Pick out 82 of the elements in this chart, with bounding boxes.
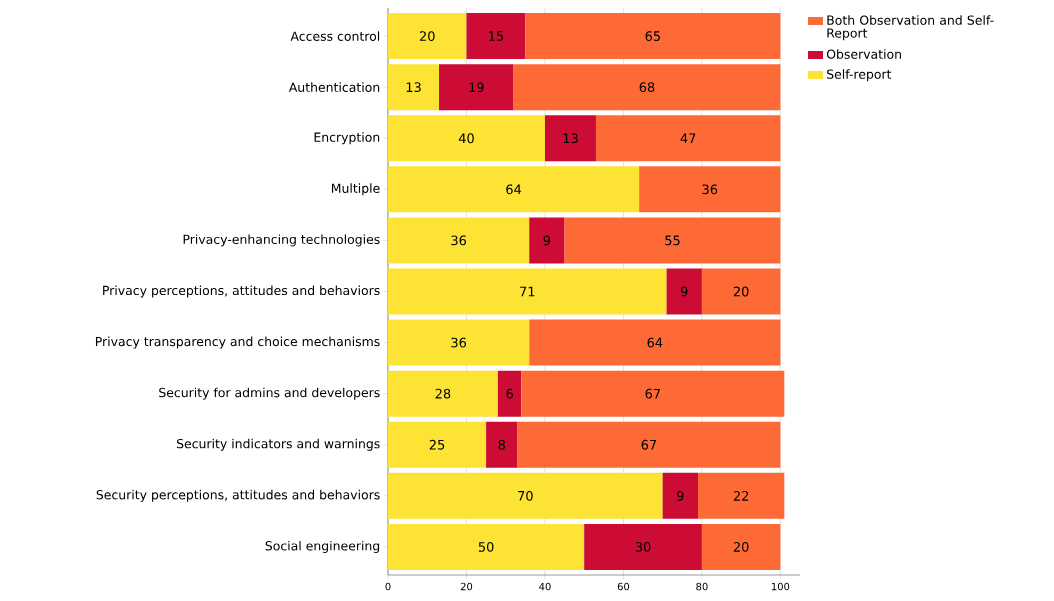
bar xyxy=(466,13,526,60)
bar xyxy=(639,166,781,213)
bar xyxy=(486,421,518,468)
bar xyxy=(595,115,781,162)
data-label: 9 xyxy=(543,235,551,246)
data-label: 13 xyxy=(406,82,421,93)
x-tick-label: 100 xyxy=(771,582,790,591)
legend-label: Both Observation and Self-Report xyxy=(827,15,994,41)
bar xyxy=(525,13,781,60)
y-tick-label: Security for admins and developers xyxy=(159,387,380,400)
data-label: 28 xyxy=(435,388,451,399)
data-label: 67 xyxy=(645,388,660,399)
y-tick-label: Authentication xyxy=(288,82,380,92)
y-tick-label: Privacy transparency and choice mechanisms xyxy=(95,336,380,349)
data-label: 40 xyxy=(458,133,474,144)
bar xyxy=(701,268,781,315)
data-label: 19 xyxy=(469,82,484,93)
data-label: 30 xyxy=(635,542,651,552)
bar xyxy=(388,64,440,111)
data-label: 6 xyxy=(506,388,513,399)
bar xyxy=(529,217,565,264)
data-label: 13 xyxy=(563,133,578,144)
bar xyxy=(388,217,530,264)
bar xyxy=(584,523,702,570)
data-label: 36 xyxy=(702,184,718,195)
y-tick-label: Privacy perceptions, attitudes and behaviors xyxy=(103,285,380,298)
data-label: 64 xyxy=(647,337,663,348)
data-label: 20 xyxy=(733,286,749,297)
bar xyxy=(701,523,781,570)
data-label: 71 xyxy=(520,286,535,297)
bar xyxy=(388,523,585,570)
data-label: 65 xyxy=(645,31,660,41)
bar xyxy=(529,319,781,366)
data-label: 25 xyxy=(429,439,445,450)
x-tick-label: 0 xyxy=(385,582,391,591)
bar xyxy=(564,217,781,264)
bar xyxy=(544,115,596,162)
data-label: 64 xyxy=(506,184,522,195)
y-tick-label: Access control xyxy=(290,31,380,41)
legend-label: Observation xyxy=(826,49,901,59)
bar xyxy=(497,370,522,417)
x-tick-label: 20 xyxy=(460,582,473,591)
bar xyxy=(439,64,514,111)
bar xyxy=(388,421,487,468)
x-tick-label: 60 xyxy=(617,582,630,591)
bar xyxy=(388,166,640,213)
bar xyxy=(388,13,467,60)
bar xyxy=(521,370,785,417)
data-label: 55 xyxy=(665,235,680,246)
data-label: 9 xyxy=(680,286,688,297)
bar xyxy=(388,472,663,519)
legend-label: Self-report xyxy=(827,69,892,82)
y-tick-label: Security perceptions, attitudes and behaviors xyxy=(96,489,380,502)
data-label: 9 xyxy=(677,490,684,501)
data-label: 22 xyxy=(733,491,749,501)
data-label: 70 xyxy=(518,490,533,501)
bar xyxy=(662,472,698,519)
data-label: 8 xyxy=(498,439,506,450)
bar xyxy=(388,115,545,162)
y-tick-label: Social engineering xyxy=(265,540,380,553)
bar xyxy=(388,370,498,417)
data-label: 36 xyxy=(451,235,467,246)
y-tick-label: Privacy-enhancing technologies xyxy=(183,234,380,247)
data-label: 47 xyxy=(680,133,696,143)
bar xyxy=(513,64,781,111)
data-label: 20 xyxy=(733,542,749,552)
y-tick-label: Multiple xyxy=(331,183,380,196)
bar xyxy=(388,268,667,315)
y-tick-label: Security indicators and warnings xyxy=(176,438,380,451)
data-label: 20 xyxy=(419,31,435,41)
data-label: 67 xyxy=(641,439,657,450)
y-tick-label: Encryption xyxy=(314,132,380,145)
data-label: 15 xyxy=(489,31,504,41)
bar xyxy=(666,268,702,315)
data-label: 68 xyxy=(639,82,655,93)
x-tick-label: 80 xyxy=(696,582,708,591)
bar xyxy=(388,319,530,366)
data-label: 50 xyxy=(478,542,494,552)
bar xyxy=(697,472,785,519)
data-label: 36 xyxy=(451,337,467,348)
x-tick-label: 40 xyxy=(539,582,551,591)
bar xyxy=(517,421,781,468)
